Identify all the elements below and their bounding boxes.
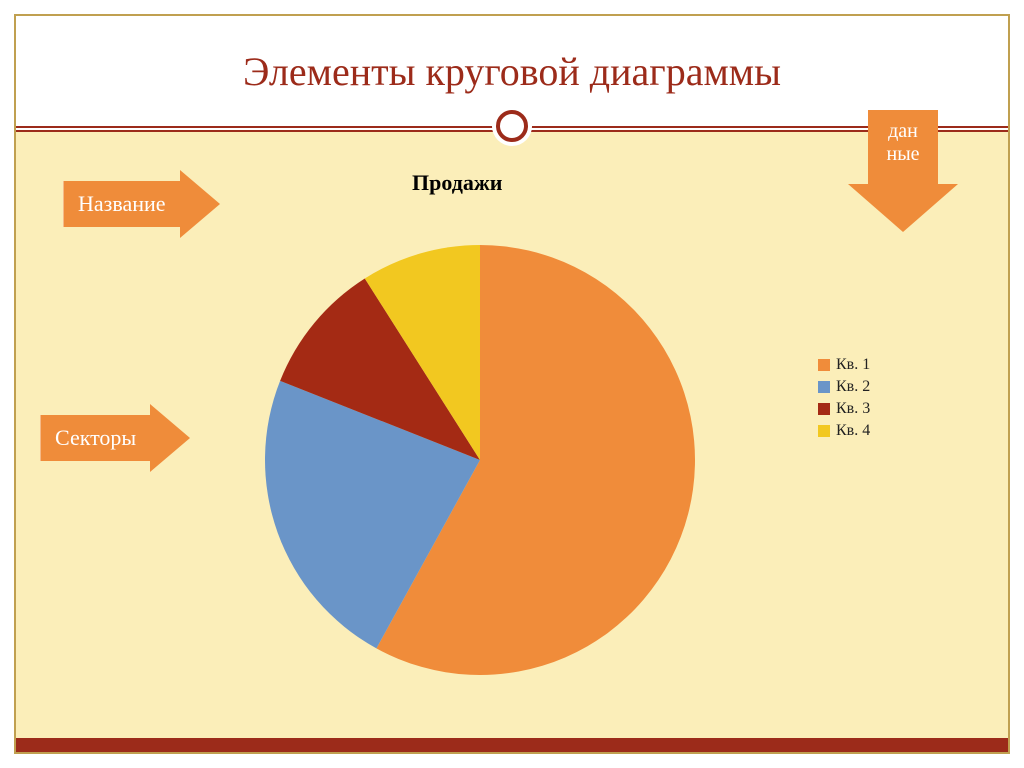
callout-data-arrow: дан ные — [848, 110, 958, 232]
legend-item: Кв. 3 — [818, 400, 870, 418]
arrow-right-icon — [150, 404, 190, 472]
callout-name-arrow: Название — [63, 170, 220, 238]
legend-swatch-icon — [818, 359, 830, 371]
legend-swatch-icon — [818, 381, 830, 393]
callout-data-line1: дан — [888, 120, 918, 142]
legend-item: Кв. 4 — [818, 422, 870, 440]
legend-label: Кв. 3 — [836, 400, 870, 418]
legend-label: Кв. 4 — [836, 422, 870, 440]
arrow-right-icon — [180, 170, 220, 238]
legend-swatch-icon — [818, 403, 830, 415]
legend-swatch-icon — [818, 425, 830, 437]
legend-label: Кв. 1 — [836, 356, 870, 374]
bottom-bar — [16, 738, 1008, 752]
callout-data-label: дан ные — [868, 110, 938, 184]
pie-chart — [265, 245, 695, 680]
callout-data-line2: ные — [886, 143, 919, 165]
callout-sectors-label: Секторы — [40, 415, 150, 461]
slide-title: Элементы круговой диаграммы — [243, 48, 781, 95]
pie-svg — [265, 245, 695, 675]
callout-sectors-arrow: Секторы — [40, 404, 190, 472]
legend-item: Кв. 2 — [818, 378, 870, 396]
callout-name-label: Название — [63, 181, 180, 227]
arrow-down-icon — [848, 184, 958, 232]
divider-circle-icon — [496, 110, 528, 142]
legend-label: Кв. 2 — [836, 378, 870, 396]
chart-title: Продажи — [412, 170, 502, 196]
legend-item: Кв. 1 — [818, 356, 870, 374]
slide: Элементы круговой диаграммы Название Сек… — [0, 0, 1024, 768]
chart-legend: Кв. 1 Кв. 2 Кв. 3 Кв. 4 — [818, 352, 870, 444]
